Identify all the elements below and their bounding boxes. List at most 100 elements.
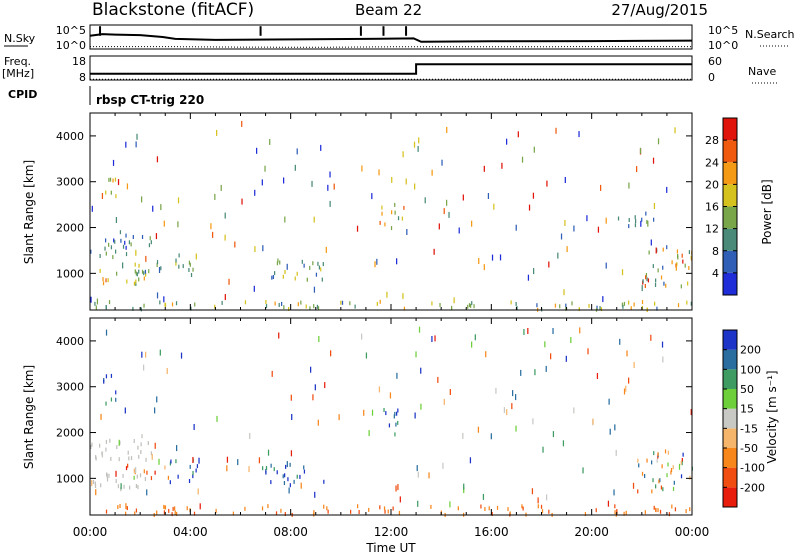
scatter-cell [99,268,101,273]
scatter-cell [560,233,563,240]
scatter-cell [662,487,664,492]
scatter-cell [303,469,306,474]
scatter-cell [675,264,677,271]
scatter-cell [493,203,495,210]
scatter-cell [533,146,535,153]
scatter-cell [586,215,588,222]
y-tick-label: 1000 [56,267,84,280]
scatter-cell [244,300,247,305]
scatter-cell [127,463,129,468]
scatter-cell [614,504,616,509]
scatter-cell [286,263,288,270]
scatter-cell [303,263,305,268]
velocity-heatmap-cells [90,326,693,517]
scatter-cell [120,483,122,490]
scatter-cell [330,350,332,357]
scatter-cell [626,350,628,357]
noise-right-tick-low: 10^0 [708,39,738,52]
scatter-cell [317,306,320,311]
scatter-cell [397,216,400,221]
scatter-cell [294,276,296,281]
scatter-cell [323,504,325,509]
power-axes: 1000 2000 3000 4000 [56,113,693,310]
scatter-cell [614,510,616,515]
scatter-cell [125,511,127,516]
scatter-cell [646,277,648,282]
scatter-cell [272,275,275,279]
scatter-cell [523,329,525,335]
scatter-cell [607,500,610,507]
scatter-cell [595,508,597,513]
scatter-cell [195,468,197,473]
scatter-cell [256,147,258,154]
scatter-cell [172,506,174,511]
scatter-cell [415,351,417,358]
scatter-cell [517,131,519,138]
scatter-cell [214,193,216,200]
scatter-cell [398,510,401,515]
scatter-cell [442,462,444,469]
scatter-cell [313,286,316,293]
scatter-cell [680,474,683,479]
scatter-cell [117,484,120,489]
scatter-cell [484,507,486,511]
scatter-cell [125,503,127,510]
scatter-cell [350,509,352,514]
scatter-cell [274,271,276,276]
scatter-cell [91,205,93,212]
scatter-cell [482,493,485,500]
scatter-cell [420,367,422,374]
scatter-cell [190,273,193,277]
scatter-cell [139,473,142,478]
scatter-cell [396,411,398,416]
scatter-cell [296,271,298,276]
scatter-cell [532,418,534,425]
scatter-cell [96,298,99,305]
scatter-cell [312,394,314,401]
scatter-cell [150,240,152,245]
scatter-cell [192,457,194,463]
x-tick-label: 08:00 [273,525,308,539]
scatter-cell [228,278,230,285]
velocity-colorbar-tick-label: -100 [740,462,765,475]
scatter-cell [135,281,137,286]
scatter-cell [660,275,663,280]
scatter-cell [515,302,517,306]
power-colorbar-label: Power [dB] [760,179,774,244]
scatter-cell [363,409,365,416]
scatter-cell [608,398,610,405]
scatter-cell [652,478,654,483]
scatter-cell [358,510,360,514]
scatter-cell [117,179,120,186]
scatter-cell [188,260,191,265]
scatter-cell [338,414,340,421]
scatter-cell [169,480,171,485]
scatter-cell [318,336,320,342]
scatter-cell [134,511,136,516]
power-colorbar-segment [723,228,737,251]
scatter-cell [115,470,117,477]
scatter-cell [605,217,607,224]
scatter-cell [565,355,567,362]
scatter-cell [189,464,191,469]
scatter-cell [284,270,286,274]
scatter-cell [648,250,650,255]
scatter-cell [357,504,359,509]
noise-line-0 [89,33,693,43]
scatter-cell [515,224,517,231]
scatter-cell [138,263,140,268]
scatter-cell [503,407,506,414]
scatter-cell [617,216,620,221]
scatter-cell [664,449,667,454]
scatter-cell [671,504,673,509]
scatter-cell [614,424,616,431]
scatter-cell [192,474,194,479]
scatter-cell [623,388,626,395]
power-colorbar-segment [723,184,737,207]
scatter-cell [105,190,107,195]
scatter-cell [275,511,278,516]
scatter-cell [271,275,273,280]
scatter-cell [226,465,228,472]
velocity-colorbar: 200 100 50 15 -15 -50 -100 -200 [722,329,765,508]
scatter-cell [132,235,134,239]
